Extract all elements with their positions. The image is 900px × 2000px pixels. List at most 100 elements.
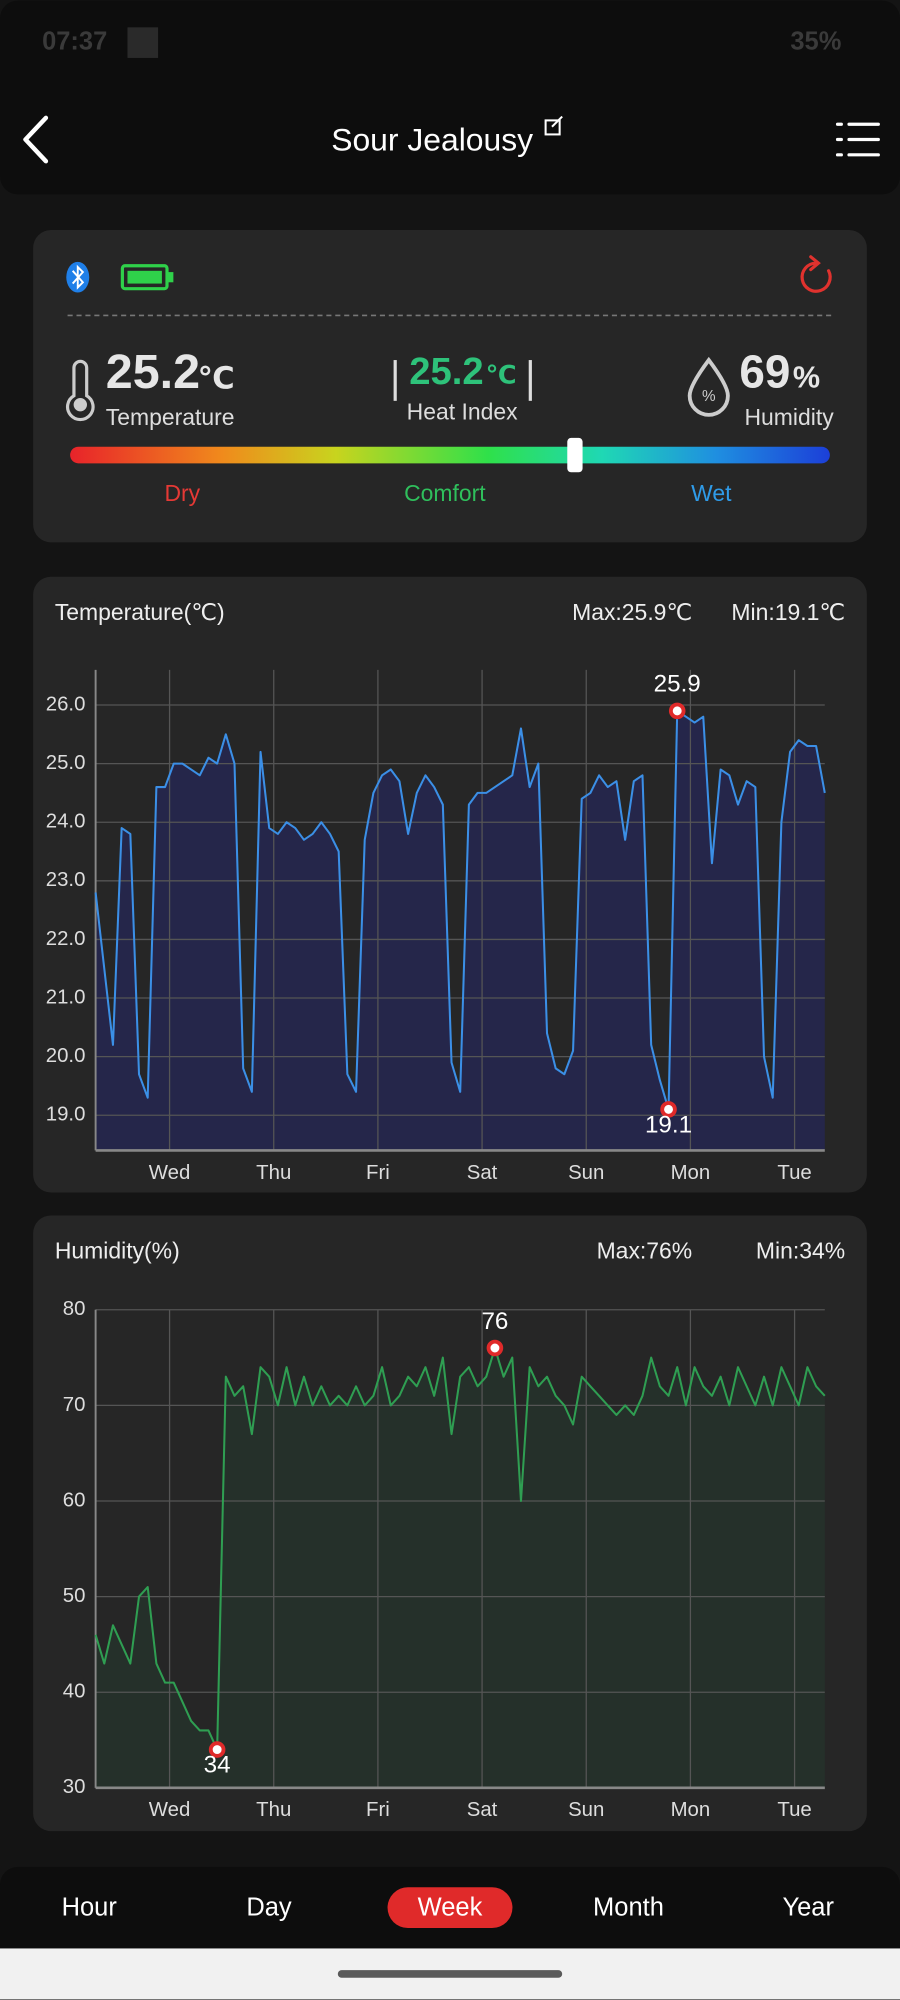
edit-button[interactable] — [544, 115, 563, 136]
x-tick-label: Fri — [366, 1162, 390, 1184]
header-bg — [0, 0, 900, 195]
extreme-marker — [486, 1339, 504, 1357]
chart: Temperature(℃) Max:25.9℃ Min:19.1℃ 19.0 20.0… — [46, 599, 845, 1184]
temperature-label: Temperature — [106, 404, 235, 430]
y-tick-label: 22.0 — [46, 928, 86, 950]
thermometer-outline — [66, 359, 95, 422]
humidity-value: 69 — [739, 345, 790, 397]
scale-label-dry: Dry — [164, 480, 200, 506]
y-tick-label: 80 — [63, 1298, 86, 1320]
chart-max: Max:25.9℃ — [572, 599, 692, 625]
line — [94, 709, 826, 1111]
x-tick-label: Fri — [366, 1799, 390, 1821]
x-tick-label: Mon — [671, 1162, 711, 1184]
x-tick-label: Thu — [256, 1799, 291, 1821]
x-tick-label: Mon — [671, 1799, 711, 1821]
x-tick-label: Tue — [777, 1799, 811, 1821]
extreme-marker — [660, 1101, 677, 1118]
status-icon — [127, 27, 159, 58]
temperature-unit: ℃ — [198, 362, 235, 396]
x-tick-label: Wed — [149, 1162, 191, 1184]
thermometer-icon — [66, 359, 95, 422]
tab-label: Hour — [62, 1894, 118, 1922]
y-tick-label: 19.0 — [46, 1104, 86, 1126]
charts: Temperature(℃) Max:25.9℃ Min:19.1℃ 19.0 20.0… — [46, 599, 845, 1821]
chart-max: Max:76% — [597, 1237, 693, 1263]
battery-level — [127, 270, 162, 284]
extreme-label: 34 — [204, 1752, 231, 1779]
edit-icon — [544, 119, 561, 136]
device-title: Sour Jealousy — [331, 121, 533, 157]
extreme-marker — [668, 702, 686, 720]
scale-label-wet: Wet — [691, 480, 732, 506]
tab-label: Month — [593, 1894, 664, 1922]
humidity-label: Humidity — [744, 404, 834, 430]
x-tick-label: Sat — [467, 1162, 498, 1184]
status-battery: 35% — [790, 27, 841, 55]
edit-icon-pen — [551, 115, 563, 128]
x-tick-label: Sun — [568, 1162, 604, 1184]
tab-label: Day — [246, 1894, 292, 1922]
tab[interactable]: Week — [387, 1887, 513, 1929]
y-tick-label: 30 — [63, 1776, 86, 1798]
menu-icon — [835, 122, 880, 157]
drop-glyph: % — [702, 388, 716, 405]
battery-outline — [120, 264, 169, 291]
x-tick-label: Tue — [777, 1162, 811, 1184]
y-tick-label: 40 — [63, 1681, 86, 1703]
gesture-handle — [337, 1970, 563, 1978]
bluetooth-icon — [66, 261, 90, 293]
chart-min: Min:34% — [756, 1237, 845, 1263]
comfort-handle — [567, 437, 583, 473]
extreme-label: 25.9 — [654, 671, 701, 698]
heat-index-value: 25.2 — [409, 350, 483, 393]
y-tick-label: 26.0 — [46, 693, 86, 715]
humidity-unit: % — [793, 360, 820, 394]
menu-button[interactable] — [835, 122, 880, 157]
refresh-button[interactable] — [800, 255, 832, 293]
area — [95, 1348, 825, 1788]
y-tick-label: 21.0 — [46, 986, 86, 1008]
tab[interactable]: Day — [246, 1894, 292, 1922]
tab-bar: Hour Day Week Month Year — [62, 1887, 834, 1929]
y-tick-label: 23.0 — [46, 869, 86, 891]
y-tick-label: 20.0 — [46, 1045, 86, 1067]
extreme-label: 19.1 — [645, 1111, 692, 1138]
temperature-value: 25.2 — [106, 345, 200, 399]
tab-label: Year — [782, 1894, 834, 1922]
thermometer-bulb — [73, 397, 88, 412]
y-tick-label: 24.0 — [46, 811, 86, 833]
x-tick-label: Wed — [149, 1799, 191, 1821]
x-tick-label: Sun — [568, 1799, 604, 1821]
heat-index-unit: ℃ — [486, 361, 517, 389]
y-tick-label: 25.0 — [46, 752, 86, 774]
area — [95, 710, 825, 1151]
y-tick-label: 60 — [63, 1489, 86, 1511]
drop-outline — [687, 356, 730, 417]
tab[interactable]: Hour — [62, 1894, 118, 1922]
tab[interactable]: Month — [593, 1894, 664, 1922]
drop-icon: % — [687, 356, 730, 417]
chart-title: Temperature(℃) — [55, 599, 225, 625]
status-time: 07:37 — [42, 27, 107, 55]
y-tick-label: 50 — [63, 1585, 86, 1607]
comfort-bar — [70, 446, 830, 464]
bluetooth-glyph — [71, 264, 85, 290]
x-tick-label: Thu — [256, 1162, 291, 1184]
tab[interactable]: Year — [782, 1894, 834, 1922]
chart: Humidity(%) Max:76% Min:34% 30 40 50 60 70 80 Wed… — [55, 1237, 845, 1821]
tab-selected-pill — [387, 1887, 513, 1929]
tab-label: Week — [418, 1894, 483, 1922]
extreme-label: 76 — [481, 1308, 508, 1335]
heat-index-label: Heat Index — [407, 399, 518, 425]
sensor-card — [33, 230, 867, 543]
back-button[interactable] — [23, 115, 49, 164]
x-tick-label: Sat — [467, 1799, 498, 1821]
y-tick-label: 70 — [63, 1394, 86, 1416]
scale-label-comfort: Comfort — [404, 480, 486, 506]
battery-icon — [120, 264, 174, 291]
chart-min: Min:19.1℃ — [731, 599, 845, 625]
chart-title: Humidity(%) — [55, 1237, 180, 1263]
